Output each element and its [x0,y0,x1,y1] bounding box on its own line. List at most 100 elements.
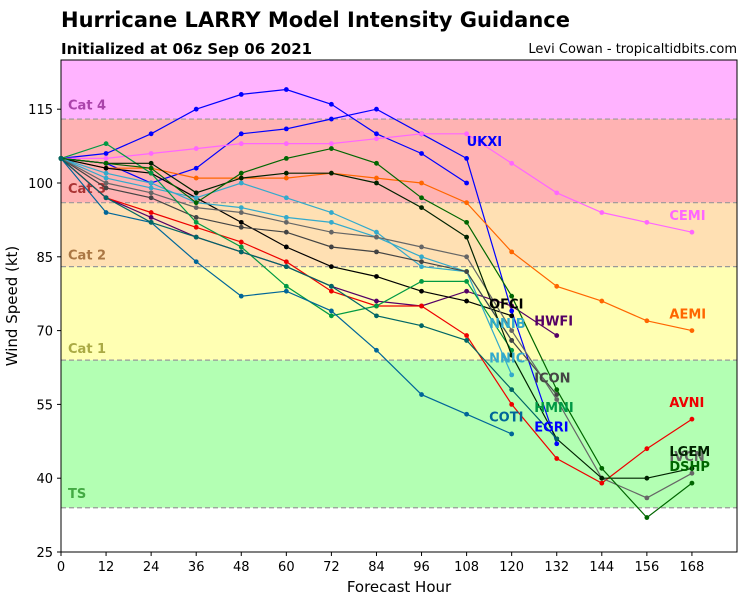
band-cat-2 [61,202,737,267]
data-point [148,160,154,166]
x-tick-label: 72 [323,560,340,575]
axes: 0 12 24 36 48 60 72 84 96 108 120 132 144 156 168 25 40 5… [3,59,738,596]
y-tick-label: 55 [36,398,53,413]
data-point [238,244,244,250]
data-point [419,180,424,186]
data-point [554,456,560,461]
data-point [103,151,109,156]
x-tick-label: 120 [499,560,524,575]
series-label-hwfi: HWFI [534,315,573,330]
data-point [464,254,469,260]
data-point [238,170,244,176]
x-tick-label: 24 [143,560,160,575]
data-point [193,190,199,196]
data-point [148,131,154,137]
data-point [283,244,289,250]
data-point [554,387,560,393]
x-tick-label: 84 [368,560,385,575]
data-point [644,446,650,452]
data-point [329,116,334,122]
data-point [283,126,289,132]
data-point [238,249,244,255]
data-point [509,160,515,166]
data-point [419,279,424,284]
data-point [374,106,379,112]
data-point [419,392,424,397]
series-line-icon [60,157,558,395]
data-point [193,234,199,240]
band-cat-1 [61,266,737,361]
data-point [283,264,289,270]
data-point [283,170,289,176]
x-tick-label: 48 [233,560,250,575]
data-point [374,229,379,235]
data-point [374,136,379,142]
data-point [193,205,199,211]
data-point [464,411,469,417]
data-point [509,372,515,378]
y-tick-label: 40 [36,472,53,487]
data-point [148,215,154,220]
band-label-cat-2: Cat 2 [68,248,106,263]
data-point [329,141,334,147]
data-point [103,141,109,147]
x-tick-label: 144 [589,560,614,575]
x-tick-label: 12 [98,560,115,575]
series-lines [58,87,695,520]
data-point [148,185,154,191]
series-label-coti: COTI [489,411,523,426]
data-point [238,224,244,230]
data-point [374,347,379,353]
data-point [329,146,334,151]
y-tick-label: 85 [36,251,53,266]
data-point [283,156,289,161]
data-point [554,190,560,196]
data-point [148,190,154,196]
y-tick-label: 100 [28,177,53,192]
data-point [238,239,244,245]
data-point [644,219,650,225]
data-point [554,436,560,442]
series-label-lgem: LGEM [669,445,710,460]
data-point [464,298,469,304]
data-point [464,288,469,294]
data-point [238,141,244,147]
data-point [554,397,560,402]
data-point [283,215,289,220]
data-point [329,101,334,107]
data-point [374,274,379,279]
data-point [329,229,334,235]
data-point [283,141,289,147]
data-point [464,234,469,240]
data-point [599,465,605,471]
data-point [509,328,515,333]
series-line-ukxi [60,88,467,184]
data-point [509,308,515,314]
data-point [193,259,199,265]
data-point [419,244,424,250]
data-point [148,151,154,156]
data-point [419,195,424,201]
data-point [419,303,424,309]
plot-frame [60,59,738,553]
series-label-ofci: OFCI [489,297,523,312]
series-label-aemi: AEMI [669,307,706,322]
data-point [419,323,424,329]
chart-subtitle: Initialized at 06z Sep 06 2021 [61,40,313,58]
data-point [238,205,244,211]
data-point [419,254,424,260]
data-point [329,264,334,270]
data-point [419,264,424,270]
data-point [193,215,199,220]
data-point [238,175,244,181]
data-point [599,210,605,215]
band-label-ts: TS [68,487,86,502]
data-point [374,303,379,309]
data-point [193,146,199,151]
data-point [329,244,334,250]
data-point [464,156,469,161]
data-point [329,288,334,294]
data-point [148,170,154,176]
chart-credit: Levi Cowan - tropicaltidbits.com [528,42,737,57]
